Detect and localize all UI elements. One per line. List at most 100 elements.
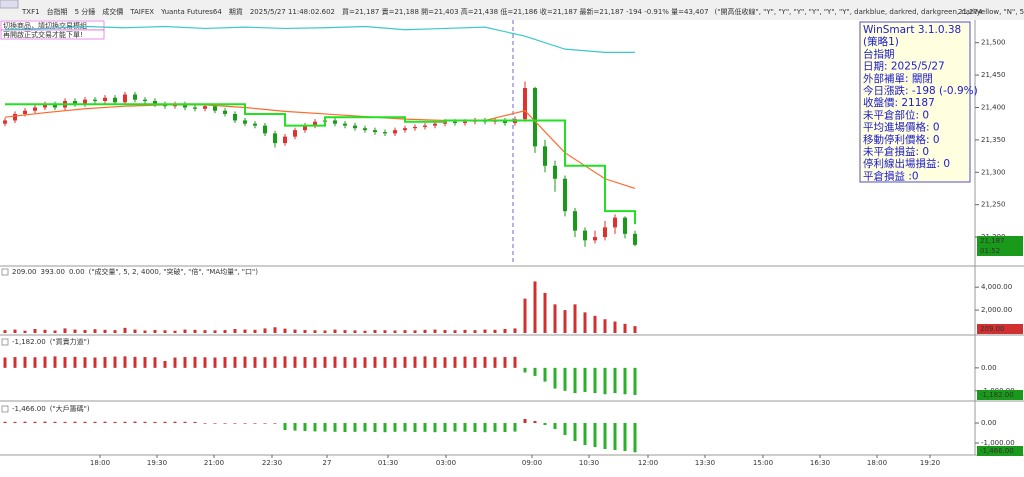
y-tick-label: 21,350	[981, 136, 1006, 144]
candle-body	[133, 94, 137, 100]
toolbar-item: Yuanta Futures64	[160, 8, 222, 16]
x-tick-label: 16:30	[810, 459, 830, 467]
candle-body	[83, 99, 87, 105]
candle-body	[193, 107, 197, 109]
histogram-bar	[223, 357, 227, 368]
warning-frame	[0, 29, 105, 40]
y-tick-label: 21,450	[981, 71, 1006, 79]
histogram-bar	[273, 423, 277, 424]
histogram-bar	[43, 421, 47, 423]
histogram-bar	[23, 421, 27, 423]
volume-bar	[393, 330, 397, 333]
candle-body	[33, 107, 37, 111]
last-value-box	[977, 236, 1023, 246]
volume-bar	[613, 321, 617, 333]
toolbar-item: 5 分鐘	[75, 7, 96, 16]
x-tick-label: 10:30	[579, 459, 599, 467]
histogram-bar	[523, 367, 527, 373]
candle-body	[453, 121, 457, 124]
histogram-bar	[413, 423, 417, 432]
volume-bar	[473, 330, 477, 333]
y-tick-label: 0.00	[981, 419, 997, 427]
histogram-bar	[103, 421, 107, 423]
volume-bar	[443, 330, 447, 333]
volume-bar	[623, 323, 627, 333]
histogram-bar	[373, 356, 377, 368]
y-tick-label: 2,000.00	[981, 306, 1012, 314]
volume-bar	[73, 329, 77, 333]
histogram-bar	[193, 421, 197, 423]
candle-body	[543, 146, 547, 166]
histogram-bar	[263, 423, 267, 424]
histogram-bar	[113, 421, 117, 423]
volume-bar	[103, 329, 107, 333]
volume-bar	[573, 304, 577, 333]
candle-body	[393, 130, 397, 134]
volume-bar	[413, 330, 417, 333]
candle-body	[633, 233, 637, 245]
histogram-bar	[433, 423, 437, 433]
info-line: 收盤價: 21187	[863, 96, 935, 109]
candle-body	[3, 120, 7, 124]
histogram-bar	[533, 367, 537, 376]
histogram-bar	[363, 423, 367, 432]
volume-bar	[153, 330, 157, 333]
candle-body	[623, 217, 627, 234]
last-value-label: 21,187	[980, 237, 1005, 245]
histogram-bar	[13, 357, 17, 368]
histogram-bar	[243, 356, 247, 368]
candle-body	[313, 121, 317, 126]
candle-body	[573, 211, 577, 231]
volume-bar	[583, 312, 587, 333]
volume-bar	[553, 304, 557, 333]
candle-body	[533, 88, 537, 147]
info-line: 未平倉損益: 0	[863, 145, 929, 158]
last-value-box	[977, 446, 1023, 456]
last-value-label: 209.00	[980, 325, 1005, 333]
volume-bar	[313, 330, 317, 333]
histogram-bar	[593, 423, 597, 447]
info-line: (策略1)	[863, 35, 899, 48]
histogram-bar	[183, 421, 187, 423]
last-value-label: 01:52	[980, 247, 1000, 255]
info-line: WinSmart 3.1.0.38	[863, 24, 961, 36]
toolbar-button[interactable]	[0, 0, 19, 9]
toolbar-quote: 買=21,187 賣=21,188 開=21,403 高=21,438 低=21…	[342, 7, 709, 16]
histogram-bar	[253, 423, 257, 424]
toolbar-item: 2025/5/27 11:48:02.602	[250, 8, 335, 16]
info-line: 移動停利價格: 0	[863, 133, 940, 146]
volume-bar	[33, 328, 37, 333]
candle-body	[463, 121, 467, 124]
histogram-bar	[143, 421, 147, 423]
candle-body	[293, 130, 297, 137]
histogram-bar	[283, 356, 287, 368]
info-line: 未平倉部位: 0	[863, 108, 929, 121]
histogram-bar	[293, 356, 297, 368]
candle-body	[333, 120, 337, 124]
candle-body	[23, 110, 27, 114]
volume-bar	[403, 330, 407, 333]
toolbar-item: 成交價	[102, 7, 123, 16]
x-tick-label: 12:00	[638, 459, 658, 467]
panel-legend: ("成交量", 5, 2, 4000, "突破", "倍", "MA均量", "…	[89, 267, 259, 276]
histogram-bar	[393, 423, 397, 432]
histogram-bar	[83, 357, 87, 368]
panel-legend: 0.00	[69, 268, 85, 276]
x-tick-label: 03:00	[436, 459, 456, 467]
candle-body	[403, 128, 407, 131]
histogram-bar	[523, 419, 527, 423]
candle-body	[263, 125, 267, 134]
histogram-bar	[453, 423, 457, 432]
histogram-bar	[243, 423, 247, 424]
histogram-bar	[503, 357, 507, 368]
toolbar-item: TXF1	[21, 8, 40, 16]
histogram-bar	[423, 356, 427, 368]
candle-body	[233, 113, 237, 121]
histogram-bar	[173, 357, 177, 368]
histogram-bar	[473, 357, 477, 368]
volume-bar	[143, 330, 147, 333]
histogram-bar	[83, 421, 87, 423]
histogram-bar	[313, 423, 317, 432]
histogram-bar	[593, 367, 597, 394]
